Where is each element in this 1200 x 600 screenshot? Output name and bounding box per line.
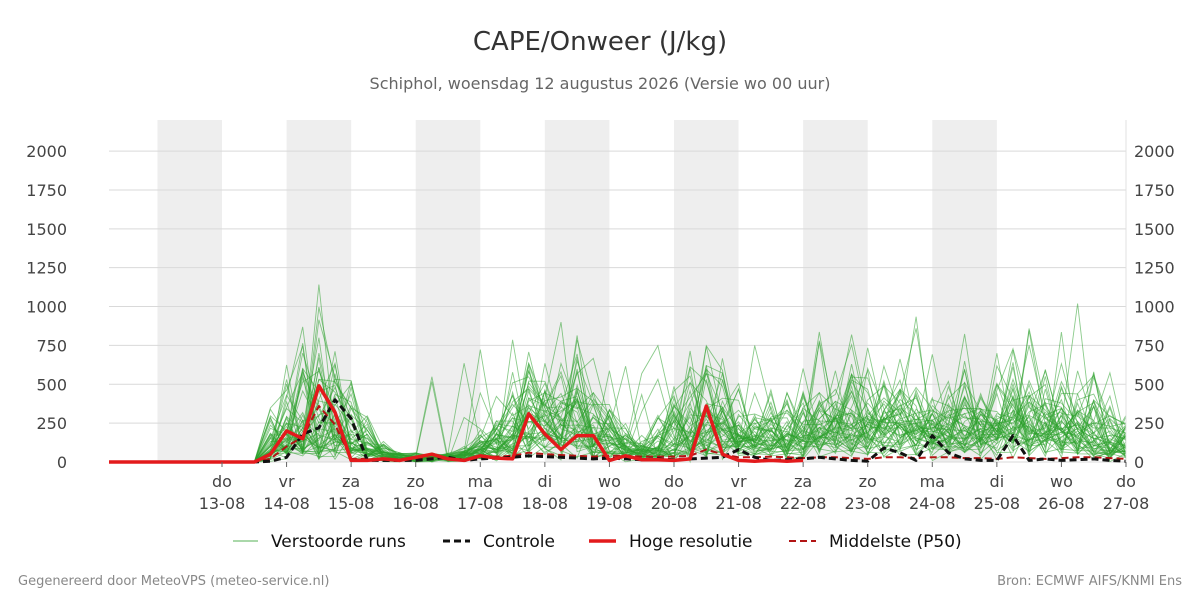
- x-tick-date: 21-08: [715, 494, 762, 513]
- x-tick-day: do: [1116, 472, 1136, 491]
- ensemble-run-line: [109, 333, 1127, 463]
- y-tick-label-left: 1750: [26, 181, 67, 200]
- x-tick-date: 27-08: [1103, 494, 1150, 513]
- series-line-middelste-p50: [109, 405, 1127, 463]
- y-tick-label-left: 1000: [26, 298, 67, 317]
- x-tick-day: za: [794, 472, 812, 491]
- y-axis-left: 0 250 500 750 1000 1250 1500 1750 2000: [26, 142, 67, 472]
- y-tick-label-left: 250: [36, 414, 67, 433]
- x-tick-day: wo: [1050, 472, 1073, 491]
- x-tick-date: 18-08: [522, 494, 569, 513]
- x-tick-day: zo: [407, 472, 425, 491]
- y-tick-label-right: 0: [1134, 453, 1144, 472]
- x-tick-day: do: [212, 472, 232, 491]
- y-tick-label-right: 750: [1134, 336, 1165, 355]
- x-tick-date: 16-08: [392, 494, 439, 513]
- ensemble-run-line: [109, 331, 1127, 463]
- x-tick-date: 26-08: [1038, 494, 1085, 513]
- x-tick-date: 13-08: [199, 494, 246, 513]
- y-tick-label-right: 1500: [1134, 220, 1175, 239]
- y-tick-label-left: 2000: [26, 142, 67, 161]
- x-tick-day: zo: [859, 472, 877, 491]
- footer-right: Bron: ECMWF AIFS/KNMI Ens: [997, 574, 1182, 589]
- ensemble-run-line: [109, 363, 1127, 463]
- x-tick-day: di: [538, 472, 553, 491]
- x-axis: do 13-08 vr 14-08 za 15-08 zo 16-08 ma 17-08 di 18-…: [199, 462, 1150, 513]
- x-tick-day: vr: [731, 472, 747, 491]
- y-tick-label-right: 1750: [1134, 181, 1175, 200]
- y-tick-label-right: 500: [1134, 375, 1165, 394]
- day-band: [157, 120, 222, 462]
- ensemble-run-line: [109, 303, 1127, 463]
- ensemble-runs: [109, 284, 1127, 464]
- x-tick-date: 19-08: [586, 494, 633, 513]
- footer-left: Gegenereerd door MeteoVPS (meteo-service…: [18, 574, 329, 589]
- y-tick-label-left: 0: [57, 453, 67, 472]
- legend-label-verstoorde-runs: Verstoorde runs: [271, 532, 406, 552]
- y-tick-label-right: 250: [1134, 414, 1165, 433]
- y-tick-label-left: 500: [36, 375, 67, 394]
- x-tick-date: 24-08: [909, 494, 956, 513]
- x-tick-day: ma: [468, 472, 493, 491]
- x-tick-day: di: [990, 472, 1005, 491]
- x-tick-day: za: [342, 472, 360, 491]
- y-tick-label-right: 1000: [1134, 298, 1175, 317]
- x-tick-day: vr: [279, 472, 295, 491]
- main-series: [109, 384, 1127, 464]
- series-line-hoge-resolutie: [109, 384, 804, 464]
- x-tick-day: ma: [920, 472, 945, 491]
- y-tick-label-right: 1250: [1134, 259, 1175, 278]
- ensemble-run-line: [109, 365, 1127, 463]
- chart-subtitle: Schiphol, woensdag 12 augustus 2026 (Ver…: [370, 74, 831, 93]
- y-tick-label-left: 750: [36, 336, 67, 355]
- day-band: [544, 120, 610, 462]
- gridlines: [109, 150, 1126, 463]
- legend-label-hoge-resolutie: Hoge resolutie: [629, 532, 753, 552]
- x-tick-date: 14-08: [263, 494, 310, 513]
- x-tick-day: do: [664, 472, 684, 491]
- x-tick-date: 25-08: [974, 494, 1021, 513]
- legend-label-middelste-p50: Middelste (P50): [829, 532, 962, 552]
- x-tick-date: 20-08: [651, 494, 698, 513]
- chart-title: CAPE/Onweer (J/kg): [473, 27, 727, 57]
- ensemble-run-line: [109, 339, 1127, 463]
- y-axis-right: 0 250 500 750 1000 1250 1500 1750 2000: [1134, 142, 1175, 472]
- x-tick-date: 15-08: [328, 494, 375, 513]
- ensemble-run-line: [109, 345, 1127, 463]
- legend: Verstoorde runs Controle Hoge resolutie …: [233, 532, 962, 552]
- x-tick-date: 22-08: [780, 494, 827, 513]
- legend-label-controle: Controle: [483, 532, 555, 552]
- y-tick-label-right: 2000: [1134, 142, 1175, 161]
- y-tick-label-left: 1250: [26, 259, 67, 278]
- y-tick-label-left: 1500: [26, 220, 67, 239]
- x-tick-day: wo: [598, 472, 621, 491]
- x-tick-date: 17-08: [457, 494, 504, 513]
- x-tick-date: 23-08: [844, 494, 891, 513]
